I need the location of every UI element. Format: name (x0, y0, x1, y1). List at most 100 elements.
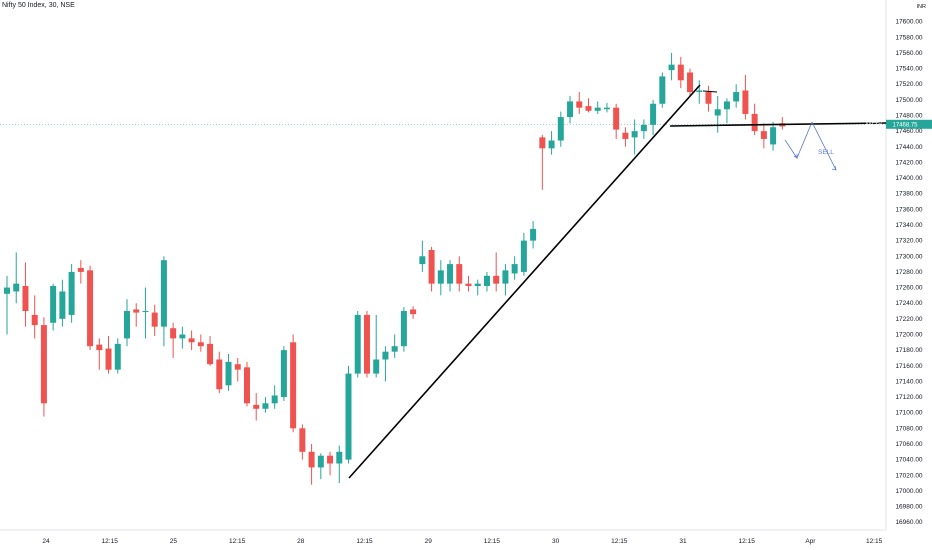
candle[interactable] (410, 306, 417, 319)
neckline[interactable] (669, 122, 887, 127)
candle[interactable] (456, 256, 463, 292)
candle[interactable] (77, 260, 84, 284)
candle[interactable] (68, 264, 75, 323)
candle-body (197, 342, 204, 347)
candle[interactable] (548, 131, 555, 155)
candle[interactable] (770, 121, 777, 151)
candle[interactable] (520, 232, 527, 276)
top-line[interactable] (702, 90, 718, 93)
candle[interactable] (50, 283, 57, 331)
candle[interactable] (123, 299, 130, 347)
candle[interactable] (567, 95, 574, 124)
candle[interactable] (96, 338, 103, 370)
candle[interactable] (428, 246, 435, 292)
candle[interactable] (207, 336, 214, 366)
candle[interactable] (280, 346, 287, 401)
candle[interactable] (530, 221, 537, 249)
candle[interactable] (483, 271, 490, 292)
y-axis[interactable]: 17600.00 17580.00 17560.00 17540.00 17520.00… (895, 19, 922, 527)
candle[interactable] (687, 68, 694, 96)
candle[interactable] (179, 326, 186, 349)
candle[interactable] (253, 393, 260, 421)
candle[interactable] (585, 98, 592, 113)
candle[interactable] (668, 52, 675, 81)
candle[interactable] (216, 351, 223, 394)
candle[interactable] (650, 99, 657, 136)
x-axis[interactable]: 24 12:15 25 12:15 28 12:15 29 12:15 30 12:15 31 12:… (42, 538, 882, 545)
candle[interactable] (142, 287, 149, 339)
candle[interactable] (234, 357, 241, 382)
candle[interactable] (419, 240, 426, 272)
candle[interactable] (336, 445, 343, 484)
candle[interactable] (40, 317, 47, 417)
candle[interactable] (751, 103, 758, 136)
candle[interactable] (22, 262, 29, 327)
candle[interactable] (594, 101, 601, 114)
candle[interactable] (188, 330, 195, 351)
candle[interactable] (59, 279, 66, 327)
candle-body (271, 395, 278, 404)
candle[interactable] (447, 260, 454, 292)
candle-body (77, 268, 84, 272)
candle[interactable] (4, 275, 10, 335)
candle[interactable] (465, 275, 472, 292)
candle[interactable] (400, 307, 407, 352)
candle[interactable] (225, 354, 232, 391)
candle[interactable] (760, 123, 767, 149)
candle[interactable] (557, 111, 564, 147)
y-tick-label: 17180.00 (895, 347, 922, 354)
candle[interactable] (363, 311, 370, 378)
candle[interactable] (31, 295, 38, 339)
candle[interactable] (576, 92, 583, 114)
candle[interactable] (290, 334, 297, 433)
candle[interactable] (299, 424, 306, 460)
candle[interactable] (640, 119, 647, 139)
candle-body (87, 270, 94, 347)
candle[interactable] (631, 119, 638, 155)
candle[interactable] (742, 74, 749, 120)
candle[interactable] (262, 397, 269, 413)
candle[interactable] (437, 260, 444, 296)
candle[interactable] (705, 85, 712, 112)
candle[interactable] (779, 117, 786, 130)
sell-projection[interactable]: SELL (784, 121, 837, 171)
candle[interactable] (613, 103, 620, 139)
candle[interactable] (502, 264, 509, 296)
candle[interactable] (105, 336, 112, 374)
candle[interactable] (714, 95, 721, 133)
candle[interactable] (659, 72, 666, 108)
candle[interactable] (13, 252, 20, 304)
candle[interactable] (327, 451, 334, 476)
y-tick-label: 17240.00 (895, 300, 922, 307)
candle[interactable] (733, 84, 740, 108)
candle[interactable] (114, 338, 121, 374)
candle[interactable] (622, 127, 629, 147)
candle[interactable] (474, 279, 481, 296)
uptrend-line[interactable] (348, 84, 701, 479)
candle[interactable] (723, 98, 730, 124)
trendline-drawing[interactable] (348, 84, 887, 479)
candle[interactable] (511, 256, 518, 280)
candle[interactable] (539, 135, 546, 190)
candle[interactable] (170, 322, 177, 358)
candle[interactable] (354, 311, 361, 378)
candle[interactable] (677, 56, 684, 89)
candle[interactable] (493, 252, 500, 292)
candle[interactable] (271, 385, 278, 409)
candle[interactable] (603, 102, 610, 113)
candle[interactable] (373, 314, 380, 378)
candle[interactable] (243, 361, 250, 407)
candle[interactable] (151, 304, 158, 337)
candle[interactable] (197, 334, 204, 352)
candle[interactable] (133, 303, 140, 327)
candle[interactable] (382, 346, 389, 382)
candle[interactable] (696, 80, 703, 104)
candle[interactable] (160, 256, 167, 347)
candle[interactable] (87, 265, 94, 351)
candle[interactable] (308, 443, 315, 485)
candle[interactable] (345, 365, 352, 464)
candle[interactable] (317, 453, 324, 480)
candle-body (391, 346, 398, 352)
candle[interactable] (391, 334, 398, 358)
